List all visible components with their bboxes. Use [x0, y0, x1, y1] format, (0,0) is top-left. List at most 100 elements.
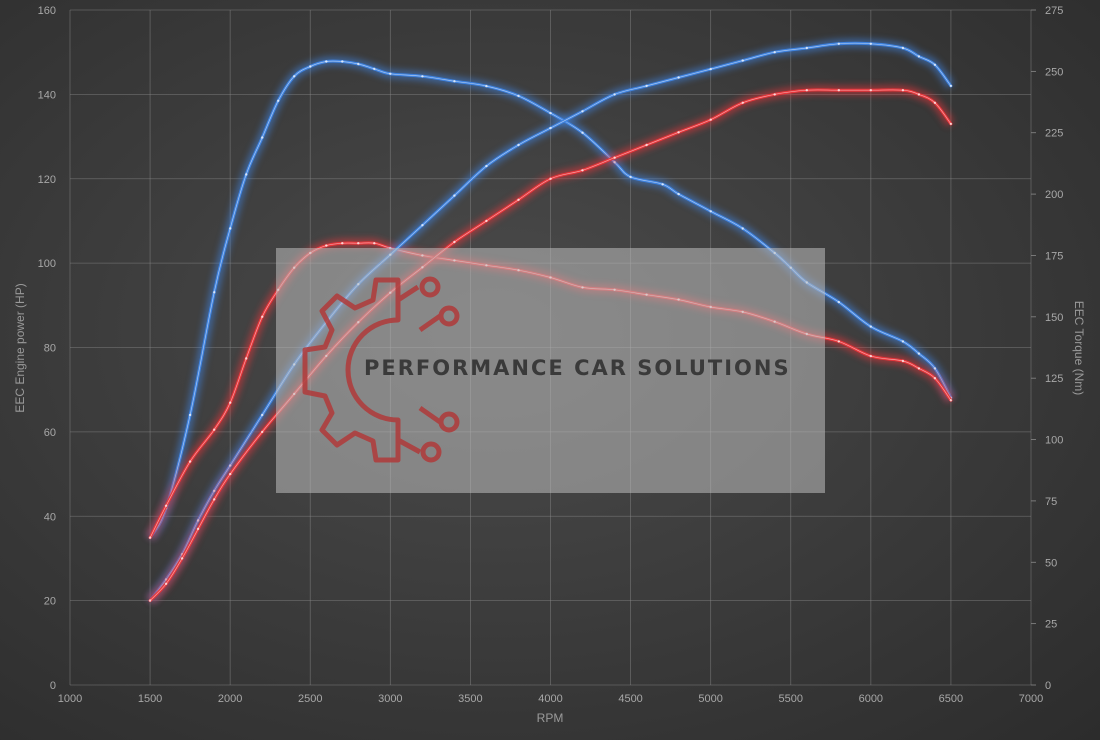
- data-point: [629, 175, 632, 179]
- data-point: [901, 359, 905, 363]
- data-point: [933, 367, 937, 370]
- data-point: [709, 210, 712, 213]
- data-point: [917, 93, 921, 96]
- data-point: [661, 183, 664, 186]
- y-right-tick-label: 0: [1045, 680, 1051, 692]
- data-point: [741, 227, 744, 230]
- data-point: [933, 63, 937, 66]
- y-left-tick-label: 80: [44, 343, 56, 355]
- data-point: [869, 354, 872, 358]
- x-tick-label: 6000: [859, 693, 883, 705]
- data-point: [613, 156, 616, 159]
- data-point: [581, 169, 584, 172]
- x-tick-label: 1500: [138, 693, 162, 705]
- data-point: [549, 111, 552, 115]
- series-highlight: [149, 42, 952, 601]
- data-point: [373, 67, 376, 71]
- y-right-tick-label: 100: [1045, 435, 1063, 447]
- y-left-tick-label: 40: [44, 511, 56, 523]
- data-point: [869, 89, 872, 92]
- data-point: [357, 62, 360, 66]
- data-point: [229, 227, 232, 230]
- data-point: [917, 367, 921, 370]
- data-point: [517, 143, 520, 147]
- data-point: [933, 101, 937, 105]
- data-point: [949, 399, 953, 402]
- data-point: [869, 325, 872, 328]
- data-point: [148, 536, 152, 539]
- data-point: [213, 291, 216, 294]
- data-point: [773, 93, 776, 96]
- data-point: [196, 527, 200, 531]
- data-point: [421, 75, 424, 78]
- data-point: [581, 110, 584, 113]
- x-tick-label: 4500: [618, 693, 642, 705]
- data-point: [245, 357, 248, 360]
- series-highlight: [149, 89, 952, 601]
- data-point: [869, 42, 872, 45]
- y-left-tick-label: 140: [38, 89, 56, 101]
- y-right-tick-label: 250: [1045, 66, 1063, 78]
- x-tick-label: 4000: [538, 693, 562, 705]
- data-point: [453, 80, 456, 83]
- data-point: [261, 430, 264, 434]
- data-point: [901, 340, 905, 343]
- y-left-tick-label: 120: [38, 174, 56, 186]
- data-point: [341, 60, 344, 63]
- x-tick-label: 2500: [298, 693, 322, 705]
- data-point: [581, 131, 584, 134]
- data-point: [645, 143, 648, 147]
- y-left-tick-label: 60: [44, 427, 56, 439]
- data-point: [677, 192, 680, 196]
- x-tick-label: 1000: [58, 693, 82, 705]
- data-point: [517, 198, 520, 201]
- x-axis-title: RPM: [537, 711, 564, 725]
- data-point: [917, 352, 921, 355]
- data-point: [357, 242, 360, 245]
- data-point: [917, 55, 921, 58]
- data-point: [709, 118, 712, 121]
- data-point: [373, 242, 376, 245]
- data-point: [613, 93, 616, 96]
- data-point: [805, 46, 808, 50]
- data-point: [645, 84, 648, 88]
- axis-ticks: 1000 1500 2000 2500 3000 3500 4000 4500 5000 5500…: [38, 5, 1064, 705]
- x-tick-label: 7000: [1019, 693, 1043, 705]
- data-point: [164, 504, 168, 507]
- data-point: [180, 557, 184, 560]
- y-right-tick-label: 150: [1045, 312, 1063, 324]
- data-point: [229, 401, 232, 404]
- x-tick-label: 3000: [378, 693, 402, 705]
- data-point: [549, 177, 552, 180]
- data-point: [949, 122, 953, 126]
- y-right-tick-label: 25: [1045, 619, 1057, 631]
- data-point: [485, 84, 488, 88]
- watermark-panel: [276, 248, 825, 493]
- data-point: [341, 242, 344, 245]
- data-point: [325, 60, 328, 63]
- watermark: PERFORMANCE CAR SOLUTIONS: [276, 248, 825, 493]
- data-point: [245, 173, 248, 176]
- data-point: [188, 413, 192, 417]
- data-point: [389, 72, 392, 76]
- y-right-tick-label: 225: [1045, 128, 1063, 140]
- data-point: [148, 599, 152, 602]
- data-point: [261, 136, 264, 139]
- data-point: [837, 42, 840, 45]
- data-point: [901, 89, 905, 92]
- x-tick-label: 3500: [458, 693, 482, 705]
- data-point: [261, 413, 264, 417]
- y-right-tick-label: 75: [1045, 496, 1057, 508]
- data-point: [485, 164, 488, 168]
- x-tick-label: 2000: [218, 693, 242, 705]
- data-point: [933, 377, 937, 380]
- x-tick-label: 5500: [779, 693, 803, 705]
- y-left-tick-label: 20: [44, 596, 56, 608]
- y-right-tick-label: 125: [1045, 373, 1063, 385]
- y-axis-right-title: EEC Torque (Nm): [1072, 301, 1086, 395]
- data-point: [213, 428, 216, 431]
- data-point: [325, 244, 328, 247]
- y-left-tick-label: 100: [38, 258, 56, 270]
- data-point: [213, 498, 216, 501]
